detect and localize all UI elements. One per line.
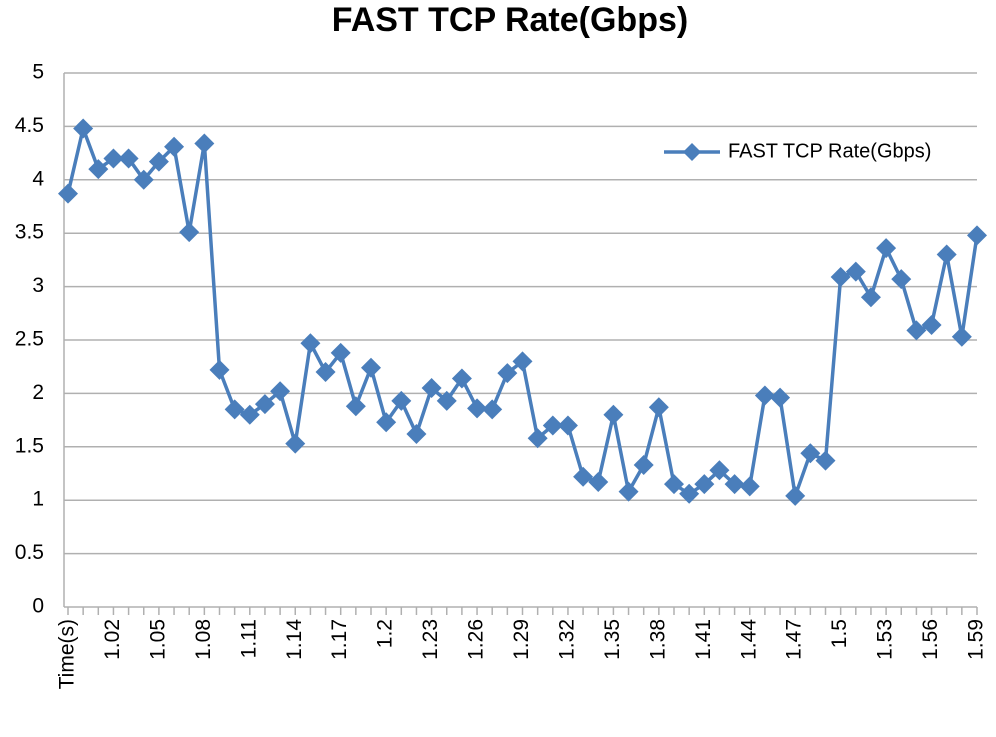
y-tick-label: 1.5 [15,434,44,457]
data-point [800,443,821,464]
data-point [133,169,154,190]
data-point [815,450,836,471]
data-point [845,261,866,282]
data-point [709,460,730,481]
data-point [451,368,472,389]
x-tick-label: 1.59 [965,619,988,660]
data-point [179,222,200,243]
y-tick-label: 4.5 [15,114,44,137]
data-point [694,474,715,495]
y-tick-label: 4 [32,167,44,190]
data-point [300,333,321,354]
data-point [891,269,912,290]
data-point [906,320,927,341]
data-point [58,183,78,204]
y-tick-label: 2.5 [15,328,44,351]
data-point [936,244,957,265]
data-point [224,399,245,420]
data-point [254,394,275,415]
data-point [830,266,851,287]
data-point [512,351,533,372]
data-point [679,483,700,504]
data-point [739,476,760,497]
data-point [770,387,791,408]
data-point [951,326,972,347]
x-tick-label: 1.05 [146,619,169,660]
data-point [467,398,488,419]
data-point [573,466,594,487]
x-tick-label: 1.02 [101,619,124,660]
data-point [648,397,669,418]
data-point [785,485,806,506]
data-point [860,287,881,308]
x-tick-label: 1.32 [555,619,578,660]
x-tick-label: 1.41 [692,619,715,660]
data-point [88,159,109,180]
data-point [542,415,563,436]
data-point [921,315,942,336]
data-point [436,390,457,411]
data-point [967,225,987,246]
data-point [103,148,124,169]
data-point [361,357,381,378]
x-tick-label: 1.47 [783,619,806,660]
x-tick-label: 1.53 [874,619,897,660]
data-point [148,151,169,172]
y-tick-label: 2 [32,381,44,404]
x-tick-label: 1.35 [601,619,624,660]
data-point [633,454,654,475]
y-tick-label: 0.5 [15,541,44,564]
x-tick-label: 1.5 [828,619,851,648]
data-point [482,399,503,420]
series-line [66,126,979,498]
legend-label: FAST TCP Rate(Gbps) [728,140,931,162]
data-point [285,433,306,454]
data-point [330,342,351,363]
data-point [618,481,639,502]
x-tick-label: 1.2 [374,619,397,648]
data-point [527,428,548,449]
x-tick-label: 1.29 [510,619,533,660]
x-tick-label: Time(s) [56,619,79,689]
data-point [876,238,897,259]
data-point [588,472,609,493]
data-point [345,396,366,417]
y-tick-label: 3 [32,274,44,297]
data-point [239,404,260,425]
y-tick-label: 5 [32,61,44,84]
data-point [557,415,578,436]
y-tick-label: 3.5 [15,221,44,244]
x-tick-label: 1.17 [328,619,351,660]
data-point [315,362,336,383]
x-tick-label: 1.26 [465,619,488,660]
data-point [391,390,412,411]
data-point [664,474,684,495]
x-tick-label: 1.23 [419,619,442,660]
data-point [194,133,215,154]
data-point [376,412,397,433]
data-point [497,363,518,384]
chart-title: FAST TCP Rate(Gbps) [332,1,688,39]
x-tick-label: 1.38 [646,619,669,660]
data-point [270,381,291,402]
data-point [754,385,775,406]
data-point [603,404,624,425]
y-tick-label: 1 [32,488,44,511]
data-point [73,118,94,139]
legend-marker [683,143,701,161]
data-point [724,474,745,495]
x-tick-label: 1.14 [283,619,306,660]
data-point [118,148,139,169]
x-tick-label: 1.11 [237,619,260,658]
data-point [406,423,427,444]
data-point [209,359,230,380]
x-tick-label: 1.08 [192,619,215,660]
data-point [164,136,185,157]
x-tick-label: 1.56 [919,619,942,660]
data-point [421,378,442,399]
y-tick-label: 0 [32,595,44,618]
x-tick-label: 1.44 [737,619,760,660]
